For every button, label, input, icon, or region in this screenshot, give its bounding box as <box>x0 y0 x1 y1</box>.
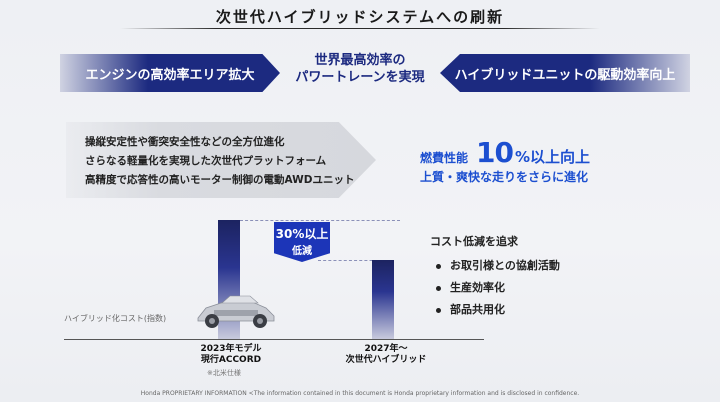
confidentiality-footer: Honda PROPRIETARY INFORMATION <The infor… <box>140 390 580 397</box>
cost-reduction-list: お取引様との協創活動 生産効率化 部品共用化 <box>436 255 560 321</box>
bar1-label-line1: 2023年モデル <box>200 344 262 354</box>
center-goal-line1: 世界最高効率の <box>314 53 406 68</box>
bar2-label: 2027年～ 次世代ハイブリッド <box>336 344 436 366</box>
banner-drive-efficiency: ハイブリッドユニットの駆動効率向上 <box>440 54 690 92</box>
fuel-performance: 燃費性能 10 %以上向上 <box>420 136 590 169</box>
bar2-label-line1: 2027年～ <box>364 344 408 354</box>
feature-item: さらなる軽量化を実現した次世代プラットフォーム <box>85 155 327 167</box>
list-item-label: 生産効率化 <box>450 281 505 294</box>
center-goal: 世界最高効率の パワートレーンを実現 <box>280 52 440 86</box>
fuel-subtitle: 上質・爽快な走りをさらに進化 <box>420 170 589 184</box>
features-list: 操縦安定性や衝突安全性などの全方位進化 さらなる軽量化を実現した次世代プラットフ… <box>85 133 354 190</box>
list-item-label: 部品共用化 <box>450 303 505 316</box>
feature-item: 操縦安定性や衝突安全性などの全方位進化 <box>85 136 285 148</box>
features-chevron <box>66 122 376 198</box>
reduction-label: 低減 <box>292 246 312 257</box>
reduced-dashed-line <box>318 260 388 261</box>
bullet-icon <box>436 285 441 291</box>
cost-axis-label: ハイブリッド化コスト(指数) <box>64 314 167 323</box>
title-underline <box>120 28 600 29</box>
chart-baseline <box>64 339 484 340</box>
bar1-label: 2023年モデル 現行ACCORD <box>186 344 276 366</box>
list-item: お取引様との協創活動 <box>436 255 560 277</box>
page-title: 次世代ハイブリッドシステムへの刷新 <box>215 8 505 26</box>
cost-reduction-title: コスト低減を追求 <box>430 235 518 248</box>
car-chassis-image <box>197 295 275 328</box>
fuel-number: 10 <box>476 136 514 169</box>
bar2-label-line2: 次世代ハイブリッド <box>345 355 427 365</box>
bar1-label-line2: 現行ACCORD <box>200 355 262 365</box>
banner-engine-efficiency: エンジンの高効率エリア拡大 <box>60 54 280 92</box>
list-item: 部品共用化 <box>436 299 560 321</box>
feature-item: 高精度で応答性の高いモーター制御の電動AWDユニット <box>85 174 355 186</box>
fuel-label: 燃費性能 <box>420 151 469 165</box>
fuel-suffix: %以上向上 <box>514 148 591 166</box>
bar1-footnote: ※北米仕様 <box>207 369 241 377</box>
reduction-badge: 30%以上 低減 <box>274 222 330 262</box>
bullet-icon <box>436 307 441 313</box>
cost-bar-2027 <box>372 260 394 339</box>
center-goal-line2: パワートレーンを実現 <box>295 70 425 85</box>
list-item-label: お取引様との協創活動 <box>450 259 560 272</box>
reference-dashed-line <box>240 220 400 221</box>
list-item: 生産効率化 <box>436 277 560 299</box>
reduction-percent: 30%以上 <box>275 227 329 241</box>
bullet-icon <box>436 263 441 269</box>
